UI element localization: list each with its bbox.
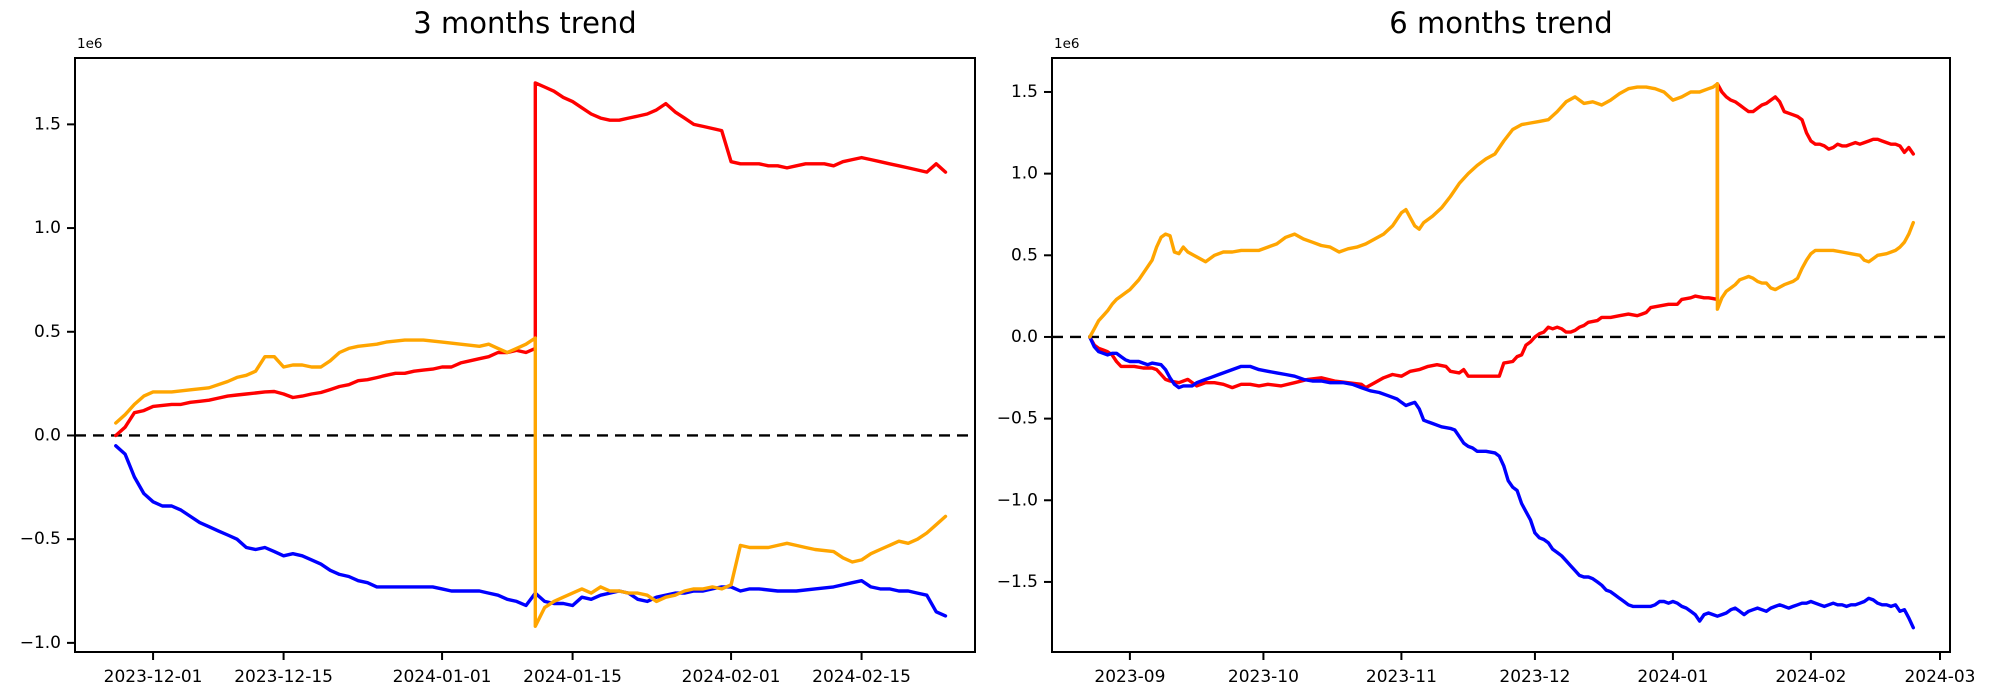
right-chart: 2023-09 2023-10 2023-11 2023-12 2024-01 2024-… (997, 36, 1976, 687)
right-y-tick-label: −0.5 (997, 409, 1038, 429)
right-y-tick-label: 1.0 (1011, 164, 1038, 184)
left-x-tick-label: 2024-01-15 (523, 667, 622, 687)
left-y-tick-label: −0.5 (20, 529, 61, 549)
left-y-tick-label: 0.0 (34, 425, 61, 445)
right-x-tick-label: 2023-12 (1499, 667, 1570, 687)
right-y-tick-label: 0.0 (1011, 327, 1038, 347)
right-orange-line (1088, 82, 1916, 339)
left-x-tick-label: 2024-01-01 (393, 667, 492, 687)
left-y-tick-label: 0.5 (34, 322, 61, 342)
right-x-tick-label: 2023-09 (1094, 667, 1165, 687)
left-x-tick-label: 2024-02-15 (812, 667, 911, 687)
right-x-tick-label: 2023-11 (1366, 667, 1437, 687)
left-red-line (114, 81, 948, 438)
left-x-tick-label: 2024-02-01 (682, 667, 781, 687)
left-axes-frame (74, 57, 976, 653)
left-y-tick-label: 1.5 (34, 114, 61, 134)
right-y-tick-label: 1.5 (1011, 82, 1038, 102)
right-x-tick-label: 2023-10 (1228, 667, 1299, 687)
left-blue-line (114, 444, 948, 618)
left-y-tick-label: −1.0 (20, 633, 61, 653)
right-axes-frame (1051, 57, 1951, 653)
right-y-tick-label: −1.0 (997, 490, 1038, 510)
right-y-tick-label: −1.5 (997, 572, 1038, 592)
left-chart: 2023-12-01 2023-12-15 2024-01-01 2024-01-15… (20, 36, 976, 687)
right-x-tick-label: 2024-03 (1904, 667, 1975, 687)
left-x-tick-label: 2023-12-15 (234, 667, 333, 687)
left-x-tick-label: 2023-12-01 (104, 667, 203, 687)
right-y-axis-offset-label: 1e6 (1054, 36, 1079, 52)
right-y-tick-label: 0.5 (1011, 245, 1038, 265)
left-chart-title: 3 months trend (413, 6, 637, 40)
right-red-line (1088, 82, 1916, 390)
right-x-tick-label: 2024-02 (1775, 667, 1846, 687)
left-orange-line (114, 336, 948, 628)
right-x-tick-label: 2024-01 (1637, 667, 1708, 687)
right-blue-line (1088, 335, 1916, 630)
left-y-axis-offset-label: 1e6 (77, 36, 102, 52)
left-y-tick-label: 1.0 (34, 218, 61, 238)
right-chart-title: 6 months trend (1389, 6, 1613, 40)
